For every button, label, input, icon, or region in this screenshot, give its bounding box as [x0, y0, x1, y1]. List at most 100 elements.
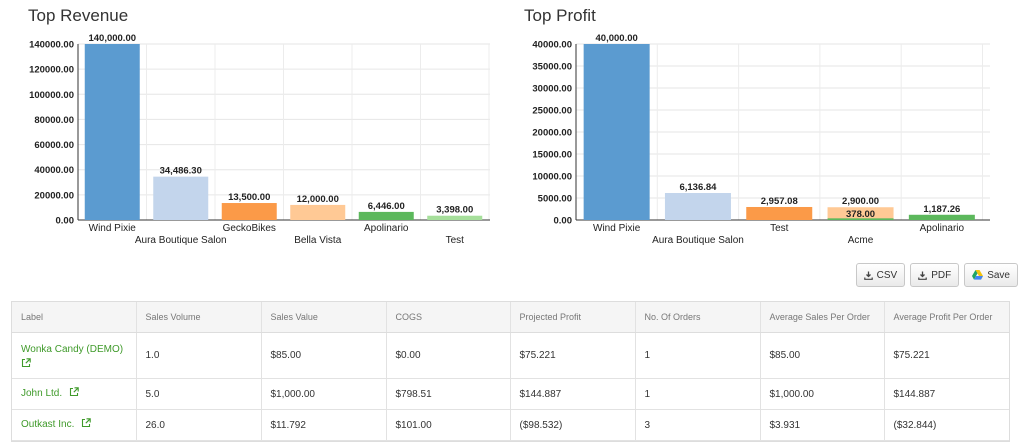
x-tick-label: Test — [770, 223, 789, 234]
bar — [746, 206, 813, 220]
column-header[interactable]: Sales Volume — [136, 302, 262, 333]
column-header[interactable]: No. Of Orders — [635, 302, 761, 333]
y-tick-label: 20000.00 — [34, 190, 74, 201]
external-link-icon[interactable] — [69, 387, 79, 397]
bar — [221, 203, 277, 220]
y-tick-label: 35000.00 — [532, 62, 572, 73]
table-cell: $75.221 — [884, 332, 1009, 379]
customer-link[interactable]: Outkast Inc. — [21, 419, 75, 430]
table-cell: 1 — [635, 332, 761, 379]
y-tick-label: 40000.00 — [532, 40, 572, 51]
y-tick-label: 10000.00 — [532, 172, 572, 183]
table-cell: $75.221 — [510, 332, 636, 379]
table-cell: 1 — [635, 378, 761, 410]
column-header[interactable]: Sales Value — [261, 302, 387, 333]
x-tick-label: Apolinario — [364, 223, 409, 234]
y-tick-label: 80000.00 — [34, 115, 74, 126]
data-label: 2,957.08 — [761, 196, 798, 207]
y-tick-label: 140000.00 — [29, 40, 74, 51]
label-cell: Wonka Candy (DEMO) — [12, 332, 137, 379]
download-icon — [863, 271, 873, 280]
column-header[interactable]: Average Profit Per Order — [884, 302, 1009, 333]
y-tick-label: 0.00 — [56, 216, 75, 227]
x-tick-label: Acme — [848, 235, 874, 246]
table-row: Wonka Candy (DEMO) 1.0 $85.00 $0.00 $75.… — [12, 332, 1009, 379]
table-cell: $1,000.00 — [261, 378, 387, 410]
table-row: John Ltd. 5.0 $1,000.00 $798.51 $144.887… — [12, 378, 1009, 410]
data-label: 1,187.26 — [923, 204, 960, 215]
data-label: 6,136.84 — [679, 182, 717, 193]
bar — [664, 192, 731, 220]
table-header-row: Label Sales Volume Sales Value COGS Proj… — [12, 302, 1009, 333]
external-link-icon[interactable] — [81, 418, 91, 428]
data-label: 34,486.30 — [160, 166, 202, 177]
save-button[interactable]: Save — [964, 263, 1018, 287]
x-tick-label: Wind Pixie — [89, 223, 137, 234]
y-tick-label: 0.00 — [554, 216, 573, 227]
label-cell: John Ltd. — [12, 378, 137, 410]
pdf-button[interactable]: PDF — [910, 263, 960, 287]
csv-button[interactable]: CSV — [855, 263, 906, 287]
y-tick-label: 30000.00 — [532, 84, 572, 95]
column-header[interactable]: Projected Profit — [510, 302, 636, 333]
bar — [84, 44, 140, 220]
table-cell: ($98.532) — [510, 409, 636, 441]
table-row: Outkast Inc. 26.0 $11.792 $101.00 ($98.5… — [12, 409, 1009, 441]
data-label: 2,900.00 — [842, 196, 879, 207]
table-cell: $798.51 — [386, 378, 511, 410]
bar — [583, 44, 650, 220]
y-tick-label: 120000.00 — [29, 65, 74, 76]
table-cell: ($32.844) — [884, 409, 1009, 441]
table-cell: 1.0 — [136, 332, 262, 379]
x-tick-label: Aura Boutique Salon — [652, 235, 744, 246]
bar — [908, 214, 975, 220]
customer-link[interactable]: John Ltd. — [21, 388, 63, 399]
profit-chart-title: Top Profit — [524, 6, 596, 25]
bar — [290, 204, 346, 220]
overlay-bar — [827, 218, 894, 220]
report-table-container: Label Sales Volume Sales Value COGS Proj… — [11, 301, 1010, 442]
revenue-chart-title: Top Revenue — [28, 6, 129, 25]
table-cell: $0.00 — [386, 332, 511, 379]
table-cell: 3 — [635, 409, 761, 441]
y-tick-label: 40000.00 — [34, 165, 74, 176]
table-cell: $85.00 — [760, 332, 885, 379]
table-cell: $1,000.00 — [760, 378, 885, 410]
download-icon — [918, 271, 928, 280]
external-link-icon[interactable] — [21, 357, 31, 368]
x-tick-label: Test — [446, 235, 465, 246]
x-tick-label: Apolinario — [920, 223, 965, 234]
customer-link[interactable]: Wonka Candy (DEMO) — [21, 343, 124, 355]
data-label: 12,000.00 — [297, 194, 339, 205]
table-cell: $144.887 — [884, 378, 1009, 410]
y-tick-label: 20000.00 — [532, 128, 572, 139]
revenue-chart: 0.00 20000.00 40000.00 60000.00 80000.00 1000… — [29, 33, 490, 246]
google-drive-icon — [972, 270, 984, 280]
bar — [427, 215, 483, 220]
data-label: 6,446.00 — [368, 201, 405, 212]
y-tick-label: 100000.00 — [29, 90, 74, 101]
data-label: 40,000.00 — [596, 33, 638, 44]
bar — [358, 211, 414, 220]
y-tick-label: 60000.00 — [34, 140, 74, 151]
column-header[interactable]: Average Sales Per Order — [760, 302, 885, 333]
overlay-data-label: 378.00 — [846, 209, 875, 220]
y-tick-label: 15000.00 — [532, 150, 572, 161]
column-header[interactable]: COGS — [386, 302, 511, 333]
label-cell: Outkast Inc. — [12, 409, 137, 441]
x-tick-label: GeckoBikes — [223, 223, 276, 234]
table-cell: $144.887 — [510, 378, 636, 410]
bar — [153, 176, 209, 220]
data-label: 140,000.00 — [88, 33, 136, 44]
column-header[interactable]: Label — [12, 302, 137, 333]
table-cell: $85.00 — [261, 332, 387, 379]
x-tick-label: Aura Boutique Salon — [135, 235, 227, 246]
csv-button-label: CSV — [876, 269, 898, 281]
x-tick-label: Wind Pixie — [593, 223, 641, 234]
table-cell: $3.931 — [760, 409, 885, 441]
export-toolbar: CSV PDF Save — [855, 263, 1018, 287]
x-tick-label: Bella Vista — [294, 235, 342, 246]
table-cell: $11.792 — [261, 409, 387, 441]
y-tick-label: 25000.00 — [532, 106, 572, 117]
y-tick-label: 5000.00 — [538, 194, 572, 205]
